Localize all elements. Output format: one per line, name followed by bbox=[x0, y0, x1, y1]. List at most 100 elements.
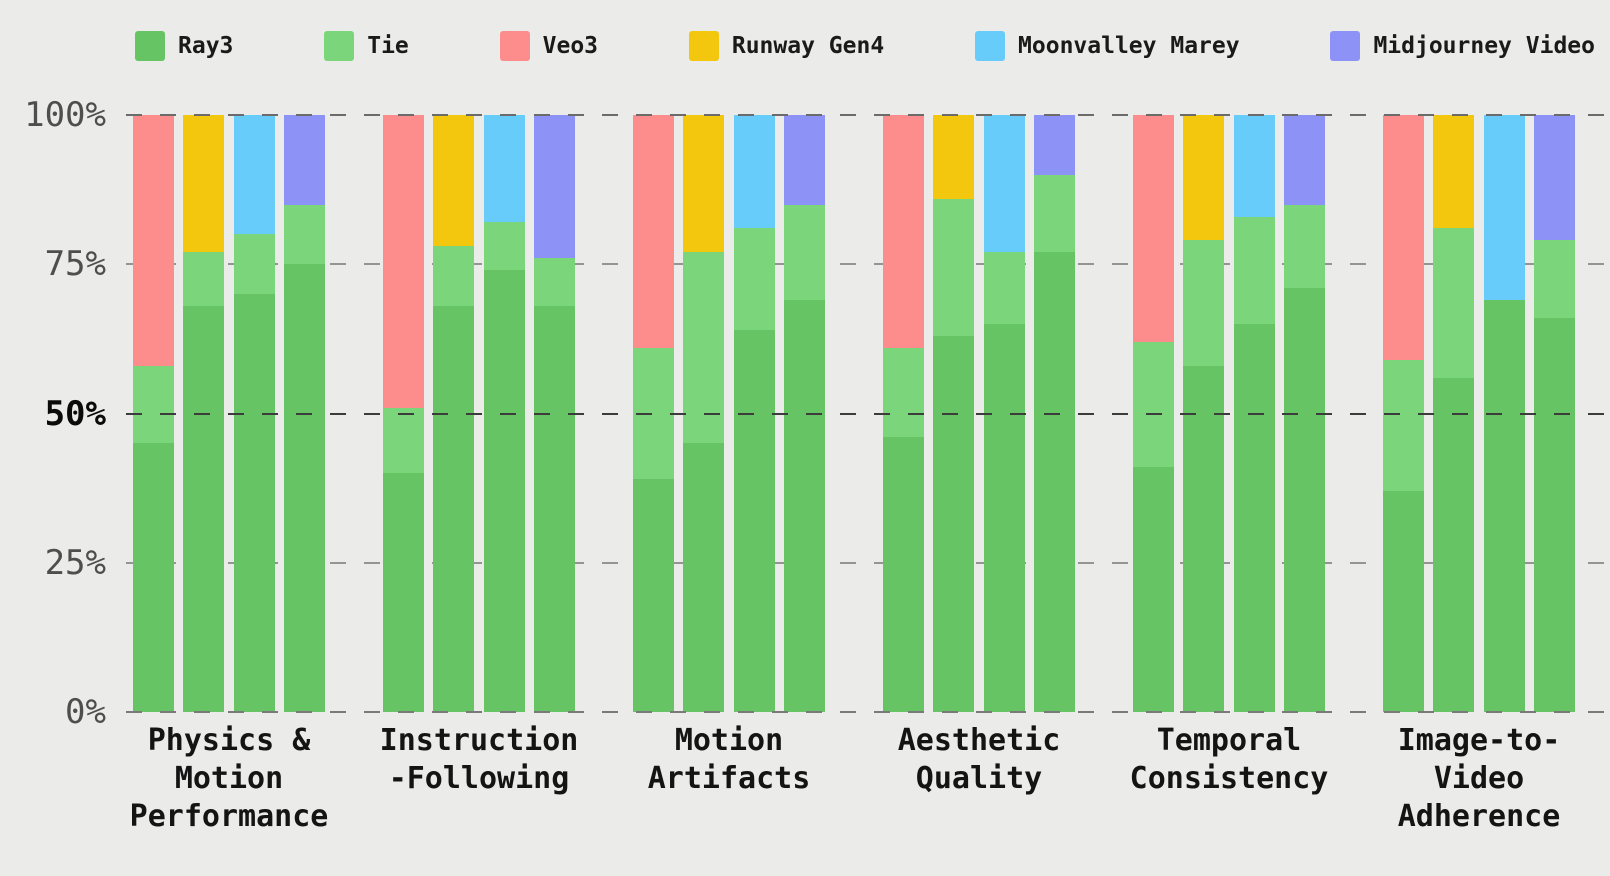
segment-veo3 bbox=[1383, 115, 1424, 360]
segment-tie bbox=[233, 234, 275, 295]
segment-ray3 bbox=[1283, 288, 1325, 712]
segment-runway-gen4 bbox=[183, 115, 225, 253]
segment-ray3 bbox=[1383, 491, 1424, 712]
segment-ray3 bbox=[133, 443, 174, 712]
segment-ray3 bbox=[683, 443, 725, 712]
gridline-25 bbox=[126, 561, 1610, 564]
segment-ray3 bbox=[1483, 300, 1525, 712]
bar-ray3-vs-midjourney-video bbox=[283, 115, 325, 712]
category-label-temporal-consistency: Temporal Consistency bbox=[1129, 723, 1329, 796]
y-tick-label-100: 100% bbox=[24, 95, 106, 135]
segment-ray3 bbox=[433, 306, 475, 712]
segment-midjourney-video bbox=[1283, 115, 1325, 205]
segment-tie bbox=[1183, 240, 1225, 366]
segment-ray3 bbox=[1433, 377, 1475, 712]
legend-item-tie: Tie bbox=[324, 31, 409, 61]
legend-swatch-veo3 bbox=[499, 31, 530, 61]
segment-midjourney-video bbox=[1533, 115, 1575, 241]
segment-midjourney-video bbox=[533, 115, 575, 259]
bar-group-aesthetic-quality bbox=[883, 115, 1075, 712]
legend-item-runway-gen4: Runway Gen4 bbox=[688, 31, 884, 61]
bar-ray3-vs-veo3 bbox=[133, 115, 174, 712]
segment-tie bbox=[533, 258, 575, 307]
bar-group-motion-artifacts bbox=[633, 115, 825, 712]
bar-ray3-vs-veo3 bbox=[383, 115, 424, 712]
segment-veo3 bbox=[133, 115, 174, 366]
segment-tie bbox=[483, 222, 525, 271]
segment-tie bbox=[983, 252, 1025, 324]
segment-runway-gen4 bbox=[433, 115, 475, 247]
segment-tie bbox=[1133, 341, 1174, 468]
legend-item-midjourney-video: Midjourney Video bbox=[1330, 31, 1595, 61]
category-label-aesthetic-quality: Aesthetic Quality bbox=[897, 723, 1061, 796]
bar-ray3-vs-moonvalley-marey bbox=[483, 115, 525, 712]
bar-group-physics-motion-performance bbox=[133, 115, 325, 712]
bar-ray3-vs-midjourney-video bbox=[1033, 115, 1075, 712]
legend-label: Ray3 bbox=[178, 33, 234, 59]
segment-tie bbox=[133, 365, 174, 444]
segment-ray3 bbox=[933, 335, 975, 712]
gridline-75 bbox=[126, 263, 1610, 266]
plot-area bbox=[0, 114, 1610, 713]
legend-item-moonvalley-marey: Moonvalley Marey bbox=[975, 31, 1240, 61]
segment-runway-gen4 bbox=[1433, 115, 1475, 229]
bar-ray3-vs-midjourney-video bbox=[783, 115, 825, 712]
segment-veo3 bbox=[883, 115, 924, 348]
y-tick-label-75: 75% bbox=[44, 244, 106, 285]
segment-veo3 bbox=[383, 115, 424, 408]
bar-ray3-vs-veo3 bbox=[1133, 115, 1174, 712]
segment-tie bbox=[383, 407, 424, 474]
segment-ray3 bbox=[533, 306, 575, 712]
bar-group-image-to-video-adherence bbox=[1383, 115, 1575, 712]
segment-ray3 bbox=[283, 264, 325, 712]
bar-ray3-vs-runway-gen4 bbox=[433, 115, 475, 712]
segment-ray3 bbox=[1133, 467, 1174, 712]
bar-ray3-vs-moonvalley-marey bbox=[1233, 115, 1275, 712]
bar-ray3-vs-moonvalley-marey bbox=[733, 115, 775, 712]
segment-moonvalley-marey bbox=[1483, 115, 1525, 301]
bar-ray3-vs-moonvalley-marey bbox=[233, 115, 275, 712]
segment-midjourney-video bbox=[783, 115, 825, 205]
legend-swatch-midjourney-video bbox=[1330, 31, 1361, 61]
segment-tie bbox=[683, 252, 725, 444]
segment-runway-gen4 bbox=[933, 115, 975, 199]
legend-swatch-runway-gen4 bbox=[688, 31, 719, 61]
category-label-instruction-following: Instruction -Following bbox=[379, 723, 579, 796]
category-label-image-to-video-adherence: Image-to- Video Adherence bbox=[1397, 723, 1561, 834]
y-tick-label-50: 50% bbox=[44, 393, 106, 434]
gridline-overlay-0 bbox=[126, 711, 1610, 713]
segment-midjourney-video bbox=[1033, 115, 1075, 175]
segment-ray3 bbox=[383, 473, 424, 712]
segment-runway-gen4 bbox=[1183, 115, 1225, 241]
segment-ray3 bbox=[633, 479, 674, 712]
category-label-physics-motion-performance: Physics & Motion Performance bbox=[129, 723, 329, 834]
segment-runway-gen4 bbox=[683, 115, 725, 253]
segment-ray3 bbox=[1033, 252, 1075, 712]
bar-ray3-vs-runway-gen4 bbox=[183, 115, 225, 712]
segment-tie bbox=[783, 204, 825, 301]
segment-ray3 bbox=[783, 300, 825, 712]
segment-tie bbox=[283, 204, 325, 265]
segment-tie bbox=[1533, 240, 1575, 318]
segment-tie bbox=[883, 347, 924, 438]
segment-ray3 bbox=[733, 329, 775, 712]
segment-tie bbox=[1283, 204, 1325, 289]
segment-ray3 bbox=[1533, 317, 1575, 712]
segment-ray3 bbox=[1233, 323, 1275, 712]
segment-tie bbox=[1383, 359, 1424, 492]
segment-tie bbox=[933, 198, 975, 336]
segment-ray3 bbox=[233, 294, 275, 712]
segment-tie bbox=[733, 228, 775, 330]
bar-ray3-vs-runway-gen4 bbox=[933, 115, 975, 712]
bar-group-instruction-following bbox=[383, 115, 575, 712]
legend-label: Veo3 bbox=[542, 33, 599, 59]
legend-item-ray3: Ray3 bbox=[135, 31, 233, 61]
segment-moonvalley-marey bbox=[733, 115, 775, 229]
segment-ray3 bbox=[983, 323, 1025, 712]
bar-ray3-vs-moonvalley-marey bbox=[983, 115, 1025, 712]
legend-label: Moonvalley Marey bbox=[1018, 33, 1240, 59]
bar-ray3-vs-runway-gen4 bbox=[683, 115, 725, 712]
x-axis: Physics & Motion Performance Instruction … bbox=[0, 722, 1610, 852]
gridline-overlay-50 bbox=[126, 412, 1610, 415]
